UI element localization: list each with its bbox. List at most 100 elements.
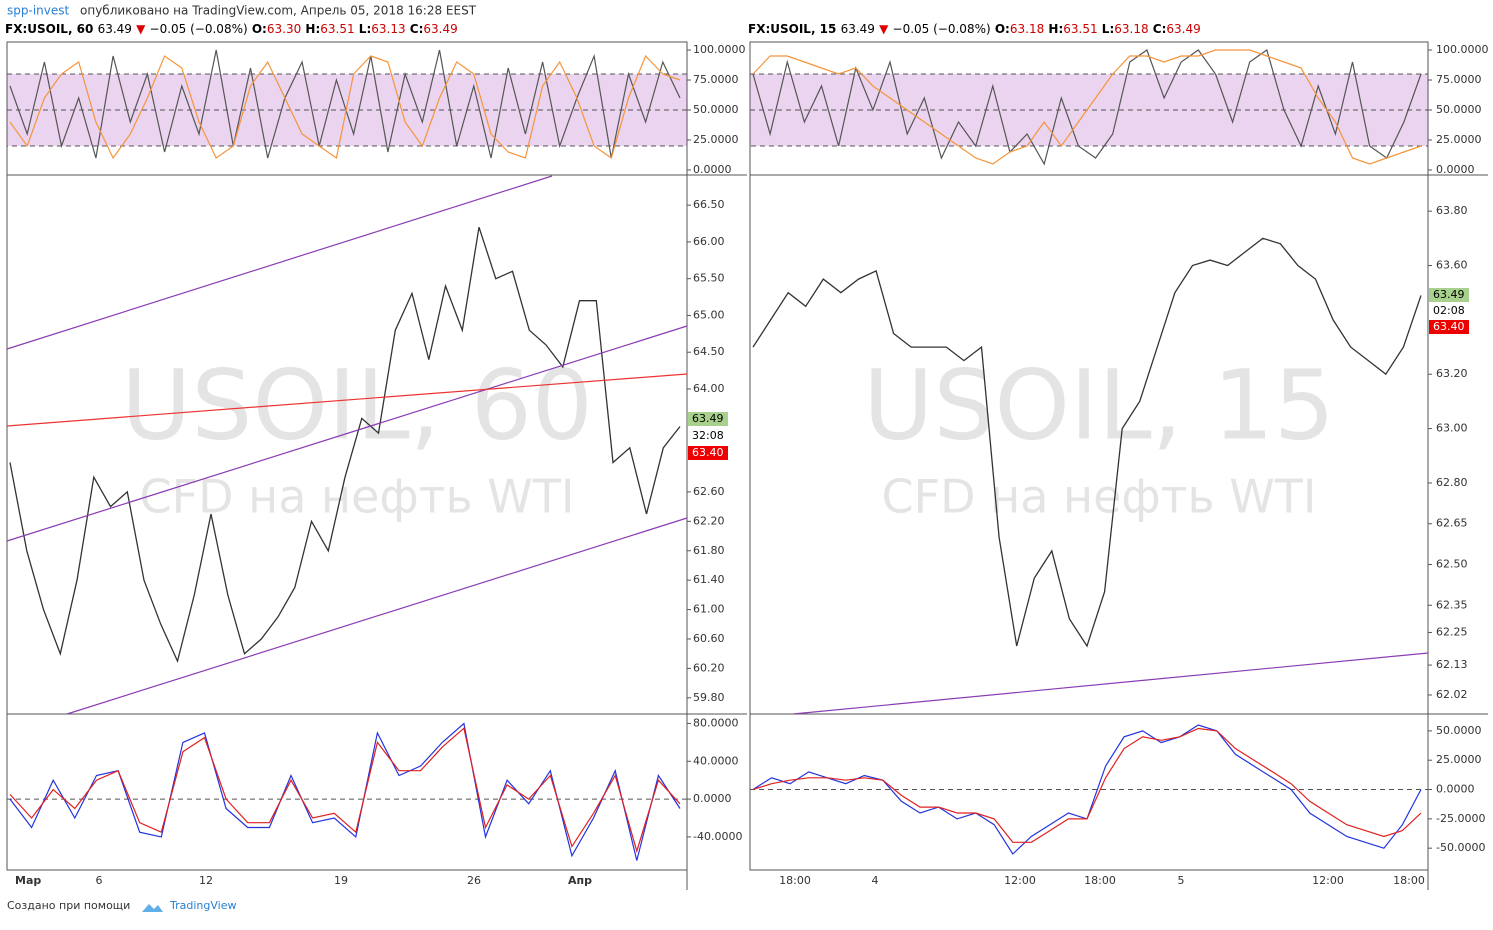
y-tick-label: 61.80 xyxy=(693,544,725,557)
price-badge xyxy=(1429,304,1469,318)
y-tick-label: 62.80 xyxy=(1436,476,1468,489)
ohlc-label: O: xyxy=(995,22,1010,36)
x-tick-label: 12:00 xyxy=(1004,874,1036,887)
y-tick-label: 0.0000 xyxy=(1436,163,1475,176)
y-tick-label: 62.25 xyxy=(1436,625,1468,638)
y-tick-label: 50.0000 xyxy=(1436,724,1482,737)
y-tick-label: 80.0000 xyxy=(693,716,739,729)
y-tick-label: 0.0000 xyxy=(693,792,732,805)
last-price: 63.49 xyxy=(98,22,132,36)
x-tick-label: 5 xyxy=(1178,874,1185,887)
y-tick-label: 62.13 xyxy=(1436,658,1468,671)
ohlc-value: 63.18 xyxy=(1010,22,1044,36)
change: −0.05 (−0.08%) xyxy=(150,22,248,36)
ohlc-label: H: xyxy=(305,22,320,36)
y-tick-label: 64.00 xyxy=(693,382,725,395)
ohlc-value: 63.13 xyxy=(371,22,405,36)
y-tick-label: -25.0000 xyxy=(1436,812,1485,825)
data-line xyxy=(9,226,681,664)
watermark: USOIL, 60 xyxy=(121,349,593,461)
y-tick-label: 66.50 xyxy=(693,198,725,211)
y-tick-label: 75.0000 xyxy=(693,73,739,86)
y-tick-label: 62.60 xyxy=(693,485,725,498)
logo xyxy=(142,904,163,912)
y-tick-label: -40.0000 xyxy=(693,830,742,843)
x-tick-label: 18:00 xyxy=(1084,874,1116,887)
y-tick-label: -50.0000 xyxy=(1436,841,1485,854)
trend-line xyxy=(66,517,688,715)
y-tick-label: 25.0000 xyxy=(1436,133,1482,146)
footer-brand[interactable]: TradingView xyxy=(169,899,236,912)
publish-info: опубликовано на TradingView.com, Апрель … xyxy=(80,4,477,18)
ohlc-value: 63.30 xyxy=(267,22,301,36)
symbol: FX:USOIL, 60 xyxy=(5,22,93,36)
price-badge xyxy=(688,412,728,426)
y-tick-label: 60.20 xyxy=(693,661,725,674)
price-badge-label: 32:08 xyxy=(692,429,724,442)
symbol: FX:USOIL, 15 xyxy=(748,22,836,36)
price-badge xyxy=(688,429,728,443)
down-arrow: ▼ xyxy=(875,22,893,36)
y-tick-label: 50.0000 xyxy=(693,103,739,116)
change: −0.05 (−0.08%) xyxy=(893,22,991,36)
data-line xyxy=(752,49,1422,166)
ohlc-value: 63.18 xyxy=(1114,22,1148,36)
trend-line xyxy=(6,325,688,542)
price-badge-label: 63.40 xyxy=(692,446,724,459)
y-tick-label: 59.80 xyxy=(693,691,725,704)
y-tick-label: 63.60 xyxy=(1436,259,1468,272)
y-tick-label: 66.00 xyxy=(693,235,725,248)
y-tick-label: 50.0000 xyxy=(1436,103,1482,116)
data-line xyxy=(9,54,681,160)
down-arrow: ▼ xyxy=(132,22,150,36)
y-tick-label: 0.0000 xyxy=(1436,783,1475,796)
x-tick-label: 26 xyxy=(467,874,481,887)
ohlc-value: 63.51 xyxy=(320,22,354,36)
x-tick-label: 18:00 xyxy=(1393,874,1425,887)
watermark-sub: CFD на нефть WTI xyxy=(140,470,575,524)
y-tick-label: 63.00 xyxy=(1436,422,1468,435)
ohlc-label: C: xyxy=(410,22,424,36)
price-badge xyxy=(1429,320,1469,334)
trend-line xyxy=(6,373,688,427)
x-tick-label: Мар xyxy=(15,874,41,887)
footer-text: Создано при помощи xyxy=(7,899,130,912)
y-tick-label: 62.65 xyxy=(1436,517,1468,530)
last-price: 63.49 xyxy=(841,22,875,36)
y-tick-label: 62.02 xyxy=(1436,688,1468,701)
data-line xyxy=(9,727,681,854)
y-tick-label: 61.40 xyxy=(693,573,725,586)
price-badge-label: 63.40 xyxy=(1433,320,1465,333)
x-tick-label: 18:00 xyxy=(779,874,811,887)
y-tick-label: 65.50 xyxy=(693,272,725,285)
y-tick-label: 40.0000 xyxy=(693,754,739,767)
x-tick-label: 4 xyxy=(872,874,879,887)
price-badge xyxy=(1429,288,1469,302)
x-tick-label: Апр xyxy=(568,874,592,887)
price-badge-label: 63.49 xyxy=(1433,288,1465,301)
y-tick-label: 0.0000 xyxy=(693,163,732,176)
data-line xyxy=(9,49,681,159)
x-tick-label: 6 xyxy=(96,874,103,887)
y-tick-label: 62.35 xyxy=(1436,598,1468,611)
trend-line xyxy=(6,175,553,350)
author[interactable]: spp-invest xyxy=(7,4,69,18)
data-line xyxy=(752,237,1422,648)
y-tick-label: 63.80 xyxy=(1436,204,1468,217)
symbol-header: FX:USOIL, 60 63.49 ▼ −0.05 (−0.08%) O:63… xyxy=(5,22,458,36)
y-tick-label: 25.0000 xyxy=(693,133,739,146)
x-tick-label: 12 xyxy=(199,874,213,887)
ohlc-label: C: xyxy=(1153,22,1167,36)
ohlc-label: H: xyxy=(1048,22,1063,36)
ohlc-value: 63.51 xyxy=(1063,22,1097,36)
price-badge xyxy=(688,446,728,460)
y-tick-label: 25.0000 xyxy=(1436,753,1482,766)
y-tick-label: 64.50 xyxy=(693,345,725,358)
trend-line xyxy=(792,652,1429,715)
y-tick-label: 75.0000 xyxy=(1436,73,1482,86)
y-tick-label: 61.00 xyxy=(693,603,725,616)
y-tick-label: 60.60 xyxy=(693,632,725,645)
ohlc-label: O: xyxy=(252,22,267,36)
